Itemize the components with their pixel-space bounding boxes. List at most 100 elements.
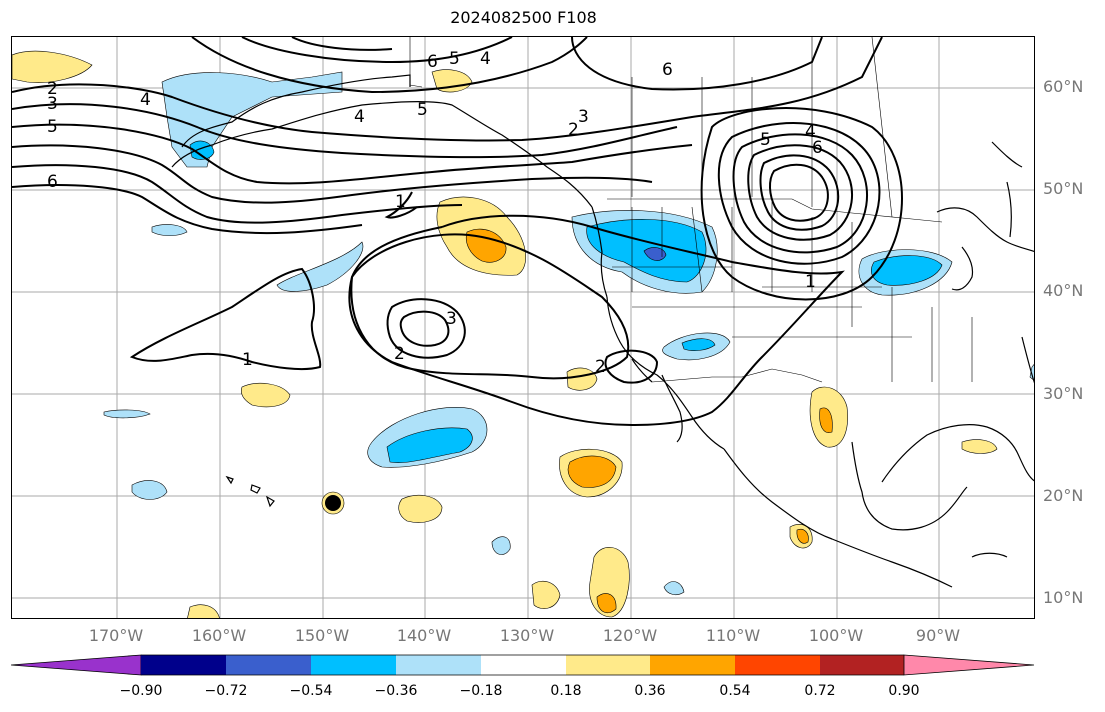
map-panel: 2 3 4 5 6 4 5 6 5 4 3 2 6 1 2 3 1 2 5 4 … [11, 36, 1035, 619]
colorbar-segment [311, 655, 396, 675]
lon-label: 100°W [808, 626, 864, 645]
colorbar-tick: 0.72 [804, 683, 836, 699]
contour-low-ring-6 [700, 107, 903, 301]
contour-low-ring-2 [732, 133, 869, 254]
colorbar-tick: 0.18 [550, 683, 582, 699]
lon-label: 150°W [294, 626, 350, 645]
shade-westcoast-dark-blue [643, 247, 667, 261]
contour-label: 3 [47, 94, 58, 114]
colorbar-tick: −0.18 [459, 683, 503, 699]
contour-labels: 2 3 4 5 6 4 5 6 5 4 3 2 6 1 2 3 1 2 5 4 … [47, 49, 823, 377]
shade-small-blue-6 [663, 581, 685, 596]
contour-label: 3 [578, 107, 589, 127]
contour-top-arc-3 [291, 37, 393, 51]
colorbar-tick: 0.90 [888, 683, 920, 699]
coastlines [171, 74, 1034, 588]
contour-label: 4 [480, 49, 491, 69]
contour-label: 6 [812, 138, 823, 158]
contour-label: 3 [446, 309, 457, 329]
border-alaska-canada [409, 37, 423, 88]
contour-gyre-4 [12, 144, 653, 204]
colorbar-tick: −0.72 [204, 683, 248, 699]
shade-small-blue-5 [491, 536, 511, 555]
contour-top-arc-2 [241, 37, 513, 64]
lon-label: 140°W [396, 626, 452, 645]
lon-label: 90°W [915, 626, 961, 645]
contour-label: 4 [140, 90, 151, 110]
contour-gyre-3 [12, 123, 693, 185]
map-canvas: 2 3 4 5 6 4 5 6 5 4 3 2 6 1 2 3 1 2 5 4 … [12, 37, 1034, 618]
contour-gyre-2 [12, 103, 678, 159]
shaded-anomalies [12, 50, 1034, 618]
shade-pacific-orange [567, 455, 617, 488]
contour-1-west [384, 191, 418, 219]
coast-mexico-west [723, 448, 953, 588]
shade-small-blue-2 [131, 480, 168, 500]
contour-1-outer [129, 267, 322, 371]
contour-3-high [386, 298, 466, 359]
shade-small-yellow-8 [961, 439, 998, 454]
contour-low-ring-1 [717, 122, 881, 265]
coast-great-lakes [936, 207, 1034, 291]
colorbar [11, 654, 1035, 676]
lon-label: 160°W [191, 626, 247, 645]
contour-1-large [348, 214, 845, 427]
shade-small-orange-7 [796, 528, 809, 544]
contour-2-baja [604, 349, 659, 384]
coast-mexico-east [851, 441, 968, 531]
contour-top-arc-1 [191, 37, 588, 94]
coast-bc-washington [591, 206, 608, 298]
contour-gyre-5 [12, 164, 463, 224]
contour-label: 2 [394, 344, 405, 364]
colorbar-segment [396, 655, 481, 675]
coast-gulf [881, 424, 1034, 483]
colorbar-tick: −0.90 [119, 683, 163, 699]
shade-south-orange [596, 593, 617, 613]
shade-small-yellow-4 [566, 367, 598, 391]
shade-pacific-blue [386, 427, 473, 463]
shade-small-yellow-1 [398, 494, 443, 523]
lon-label: 170°W [88, 626, 144, 645]
lat-label: 20°N [1043, 486, 1084, 505]
contour-label: 2 [595, 357, 606, 377]
contour-gyre-northwest [12, 37, 883, 142]
coast-baja [631, 358, 683, 443]
map-title: 2024082500 F108 [450, 8, 597, 27]
colorbar-segment [141, 655, 226, 675]
center-marker [321, 491, 345, 515]
contour-label: 4 [354, 107, 365, 127]
colorbar-tick: −0.54 [289, 683, 333, 699]
colorbar-extend-low [11, 654, 142, 676]
shade-small-yellow-3 [531, 580, 561, 609]
border-states-2 [612, 266, 973, 382]
colorbar-tick: 0.36 [634, 683, 666, 699]
colorbar-segment [481, 655, 566, 675]
coast-hudson [991, 141, 1023, 238]
graticule [12, 37, 1034, 618]
contour-gyre-6 [12, 184, 363, 235]
colorbar-segment [735, 655, 820, 675]
contour-label: 1 [805, 272, 816, 292]
contour-label: 1 [395, 192, 406, 212]
lat-label: 30°N [1043, 384, 1084, 403]
shade-small-yellow-5 [12, 50, 93, 83]
contour-label: 5 [449, 49, 460, 69]
colorbar-segment [226, 655, 311, 675]
contours [12, 37, 903, 427]
contour-label: 2 [47, 79, 58, 99]
coast-florida [1021, 336, 1034, 384]
lon-label: 130°W [499, 626, 555, 645]
coast-alaska-south [171, 100, 593, 208]
lat-label: 40°N [1043, 281, 1084, 300]
lat-label: 50°N [1043, 179, 1084, 198]
contour-top-arc-4 [571, 37, 823, 91]
lat-label: 60°N [1043, 77, 1084, 96]
contour-low-ring-3 [747, 144, 854, 241]
contour-3-inner [399, 310, 450, 347]
colorbar-tick: 0.54 [719, 683, 751, 699]
colorbar-segment [650, 655, 735, 675]
shade-small-blue-1 [276, 241, 364, 292]
shade-small-blue-7 [151, 224, 188, 237]
border-mexico-us [651, 368, 823, 383]
contour-label: 6 [47, 172, 58, 192]
